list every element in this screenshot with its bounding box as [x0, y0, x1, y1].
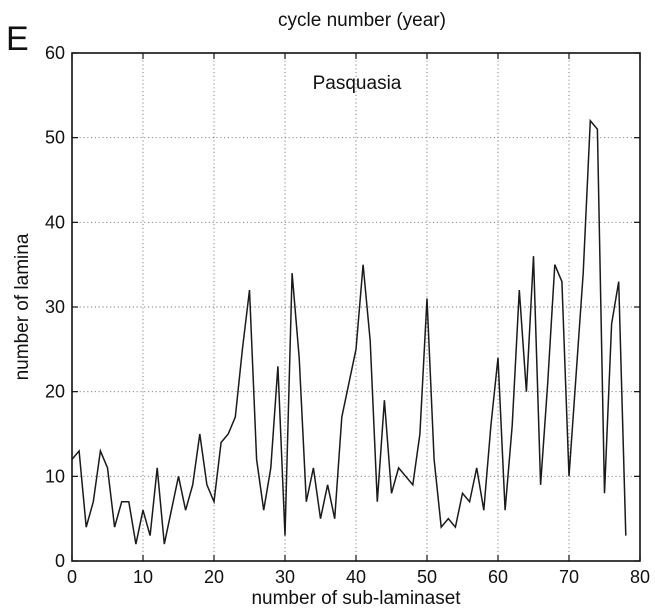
y-tick-label: 20: [45, 382, 65, 402]
x-tick-label: 20: [204, 567, 224, 587]
panel-letter: E: [6, 20, 29, 58]
x-tick-label: 70: [559, 567, 579, 587]
series-line: [71, 118, 627, 545]
x-axis-label: number of sub-laminaset: [251, 588, 461, 609]
x-tick-label: 60: [488, 567, 508, 587]
y-tick-label: 10: [45, 466, 65, 486]
x-tick-label: 50: [417, 567, 437, 587]
y-tick-label: 60: [45, 43, 65, 63]
x-axis: 0 10 20 30 40 50 60 70 80: [67, 53, 650, 587]
y-tick-label: 50: [45, 128, 65, 148]
y-axis: 0 10 20 30 40 50 60: [45, 43, 640, 571]
y-tick-label: 40: [45, 212, 65, 232]
y-axis-label: number of lamina: [12, 233, 33, 380]
x-tick-label: 40: [346, 567, 366, 587]
x-tick-label: 80: [630, 567, 650, 587]
series-group: [71, 118, 627, 545]
x-tick-label: 0: [67, 567, 77, 587]
x-tick-label: 30: [275, 567, 295, 587]
x-tick-label: 10: [133, 567, 153, 587]
y-tick-label: 0: [55, 551, 65, 571]
chart-annotation: Pasquasia: [313, 73, 402, 94]
grid: [72, 53, 640, 561]
y-tick-label: 30: [45, 297, 65, 317]
previous-panel-axis-label: cycle number (year): [278, 10, 446, 31]
